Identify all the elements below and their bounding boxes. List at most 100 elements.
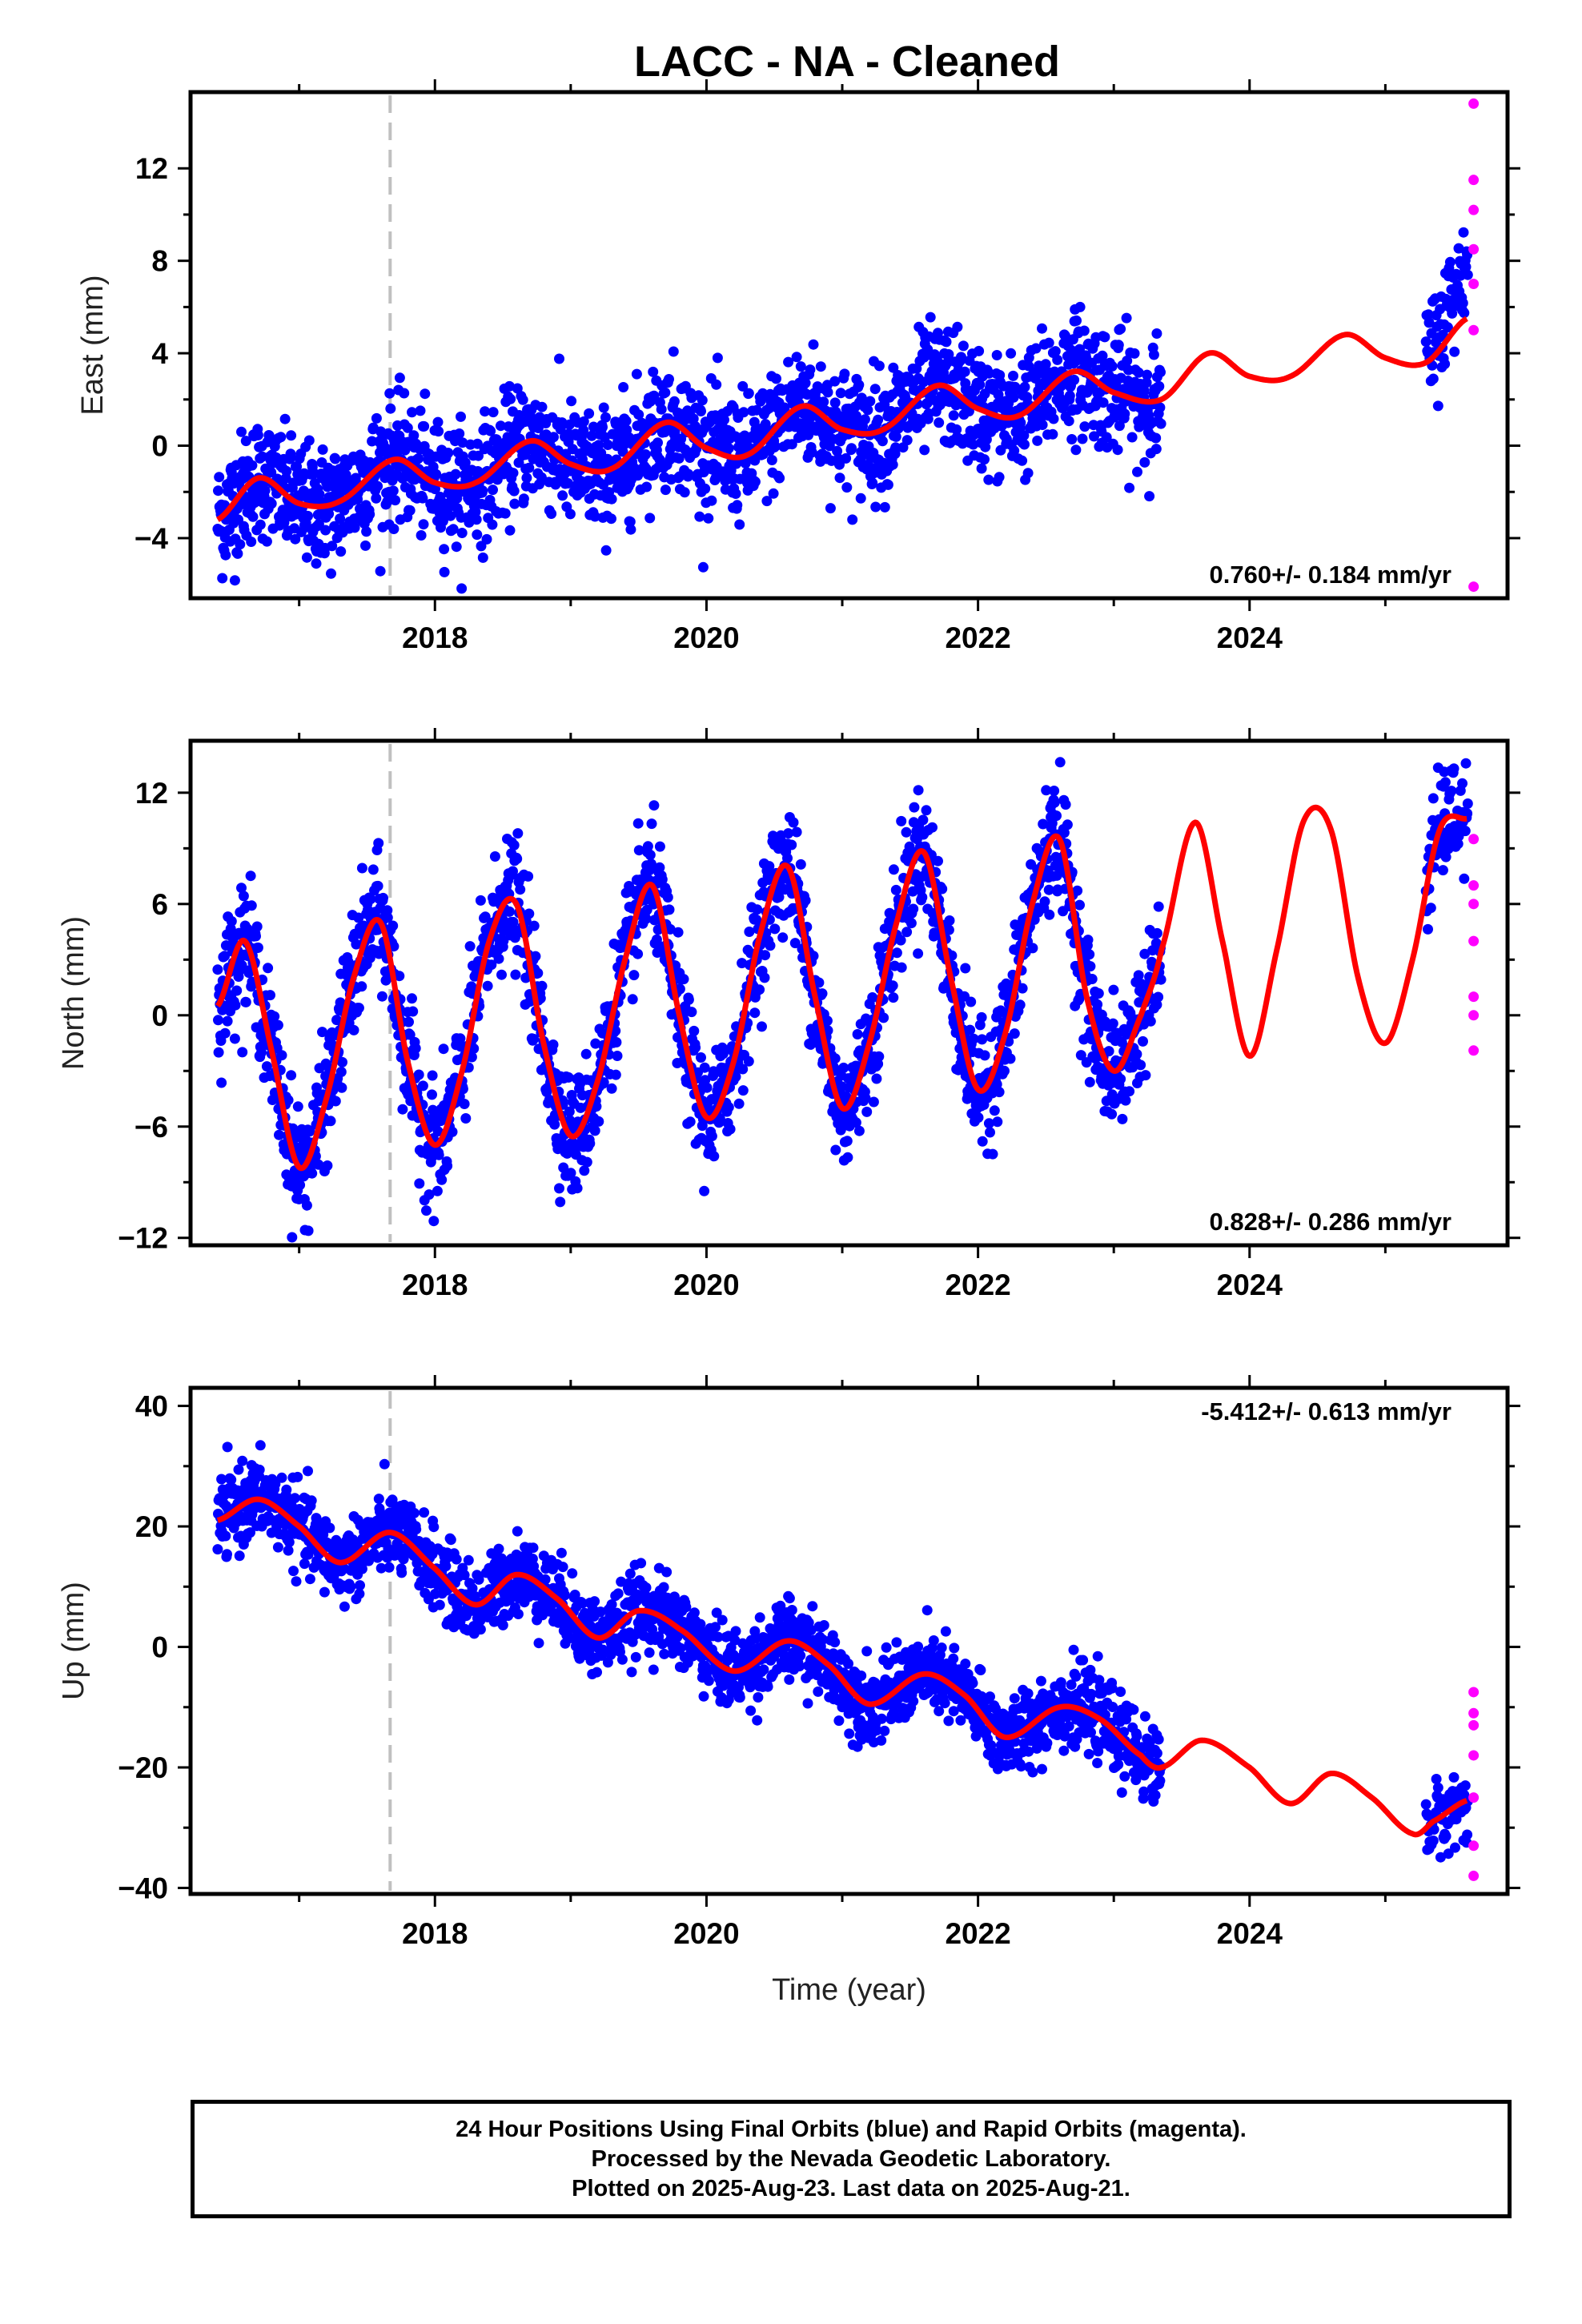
final-orbit-point (789, 938, 801, 949)
final-orbit-point (989, 1105, 1000, 1116)
final-orbit-point (841, 452, 852, 464)
final-orbit-point (439, 544, 450, 555)
final-orbit-point (1448, 763, 1460, 774)
final-orbit-point (896, 815, 907, 826)
final-orbit-point (584, 408, 595, 419)
rapid-orbit-point (1468, 991, 1480, 1003)
final-orbit-point (1151, 328, 1162, 339)
final-orbit-point (841, 482, 853, 493)
final-orbit-point (853, 1125, 865, 1136)
final-orbit-point (1092, 999, 1103, 1010)
final-orbit-point (276, 1472, 287, 1483)
final-orbit-point (788, 817, 799, 828)
final-orbit-point (1459, 873, 1470, 884)
final-orbit-point (860, 1092, 871, 1104)
final-orbit-point (1446, 786, 1457, 797)
final-orbit-point (673, 452, 685, 464)
final-orbit-point (375, 1562, 387, 1574)
rapid-orbit-points (1468, 98, 1480, 593)
x-tick-label: 2018 (402, 1269, 468, 1301)
final-orbit-point (326, 568, 336, 579)
final-orbit-point (335, 546, 347, 557)
final-orbit-point (977, 1034, 988, 1045)
x-tick-label: 2020 (673, 621, 739, 654)
final-orbit-point (1453, 243, 1464, 254)
final-orbit-point (1153, 991, 1164, 1003)
final-orbit-point (477, 485, 488, 497)
final-orbit-point (1150, 432, 1162, 444)
rapid-orbit-point (1468, 175, 1480, 186)
final-orbit-point (245, 1527, 255, 1538)
final-orbit-point (1082, 935, 1094, 946)
final-orbit-point (263, 963, 274, 974)
final-orbit-point (220, 1530, 231, 1542)
final-orbit-point (646, 818, 657, 830)
final-orbit-point (213, 1015, 223, 1026)
final-orbit-point (890, 884, 901, 895)
final-orbit-point (925, 312, 936, 323)
final-orbit-point (905, 918, 917, 929)
final-orbit-point (1440, 851, 1452, 862)
final-orbit-point (303, 1225, 314, 1236)
final-orbit-point (418, 519, 429, 530)
final-orbit-point (908, 903, 919, 915)
final-orbit-point (361, 526, 372, 537)
final-orbit-point (660, 485, 671, 496)
final-orbit-point (777, 932, 789, 943)
final-orbit-point (913, 948, 924, 959)
final-orbit-point (588, 421, 599, 432)
final-orbit-point (901, 927, 913, 938)
final-orbit-point (222, 1015, 233, 1027)
final-orbit-point (488, 407, 499, 418)
final-orbit-point (1462, 798, 1473, 809)
final-orbit-point (1460, 261, 1472, 272)
final-orbit-point (468, 1043, 480, 1054)
final-orbit-point (289, 1493, 300, 1504)
final-orbit-point (835, 388, 846, 399)
final-orbit-point (438, 1043, 449, 1055)
final-orbit-point (956, 352, 966, 363)
final-orbit-point (1437, 865, 1448, 876)
final-orbit-point (428, 1216, 440, 1227)
y-tick-label: 4 (151, 337, 168, 370)
final-orbit-point (1022, 468, 1034, 479)
final-orbit-point (917, 892, 928, 903)
final-orbit-point (654, 862, 665, 873)
final-orbit-point (600, 412, 611, 423)
final-orbit-point (644, 850, 656, 861)
final-orbit-point (385, 403, 396, 414)
final-orbit-point (769, 923, 781, 935)
final-orbit-point (656, 874, 668, 885)
final-orbit-point (734, 519, 745, 530)
final-orbit-point (933, 855, 943, 866)
final-orbit-point (1043, 337, 1054, 348)
final-orbit-point (887, 980, 898, 991)
final-orbit-point (286, 1070, 297, 1081)
final-orbit-point (1049, 797, 1060, 808)
final-orbit-point (408, 1507, 420, 1518)
final-orbit-point (992, 1116, 1003, 1128)
final-orbit-point (292, 1101, 303, 1112)
final-orbit-point (1138, 1035, 1148, 1047)
final-orbit-point (606, 493, 617, 505)
final-orbit-point (791, 826, 802, 838)
y-tick-label: −12 (118, 1222, 168, 1255)
final-orbit-point (565, 1168, 576, 1179)
final-orbit-point (1037, 323, 1047, 334)
final-orbit-point (491, 434, 502, 445)
final-orbit-point (1432, 400, 1443, 412)
final-orbit-point (782, 853, 793, 864)
final-orbit-point (419, 1507, 430, 1518)
final-orbit-point (662, 892, 673, 903)
final-orbit-point (1132, 466, 1142, 477)
final-orbit-point (364, 509, 375, 520)
final-orbit-point (1131, 1048, 1142, 1059)
final-orbit-point (508, 839, 520, 850)
final-orbit-point (1155, 418, 1166, 429)
final-orbit-point (383, 1562, 395, 1573)
final-orbit-point (304, 1126, 315, 1137)
final-orbit-point (994, 1087, 1005, 1098)
plot-frame (188, 738, 1510, 1248)
final-orbit-points (212, 757, 1473, 1243)
final-orbit-point (394, 372, 405, 384)
